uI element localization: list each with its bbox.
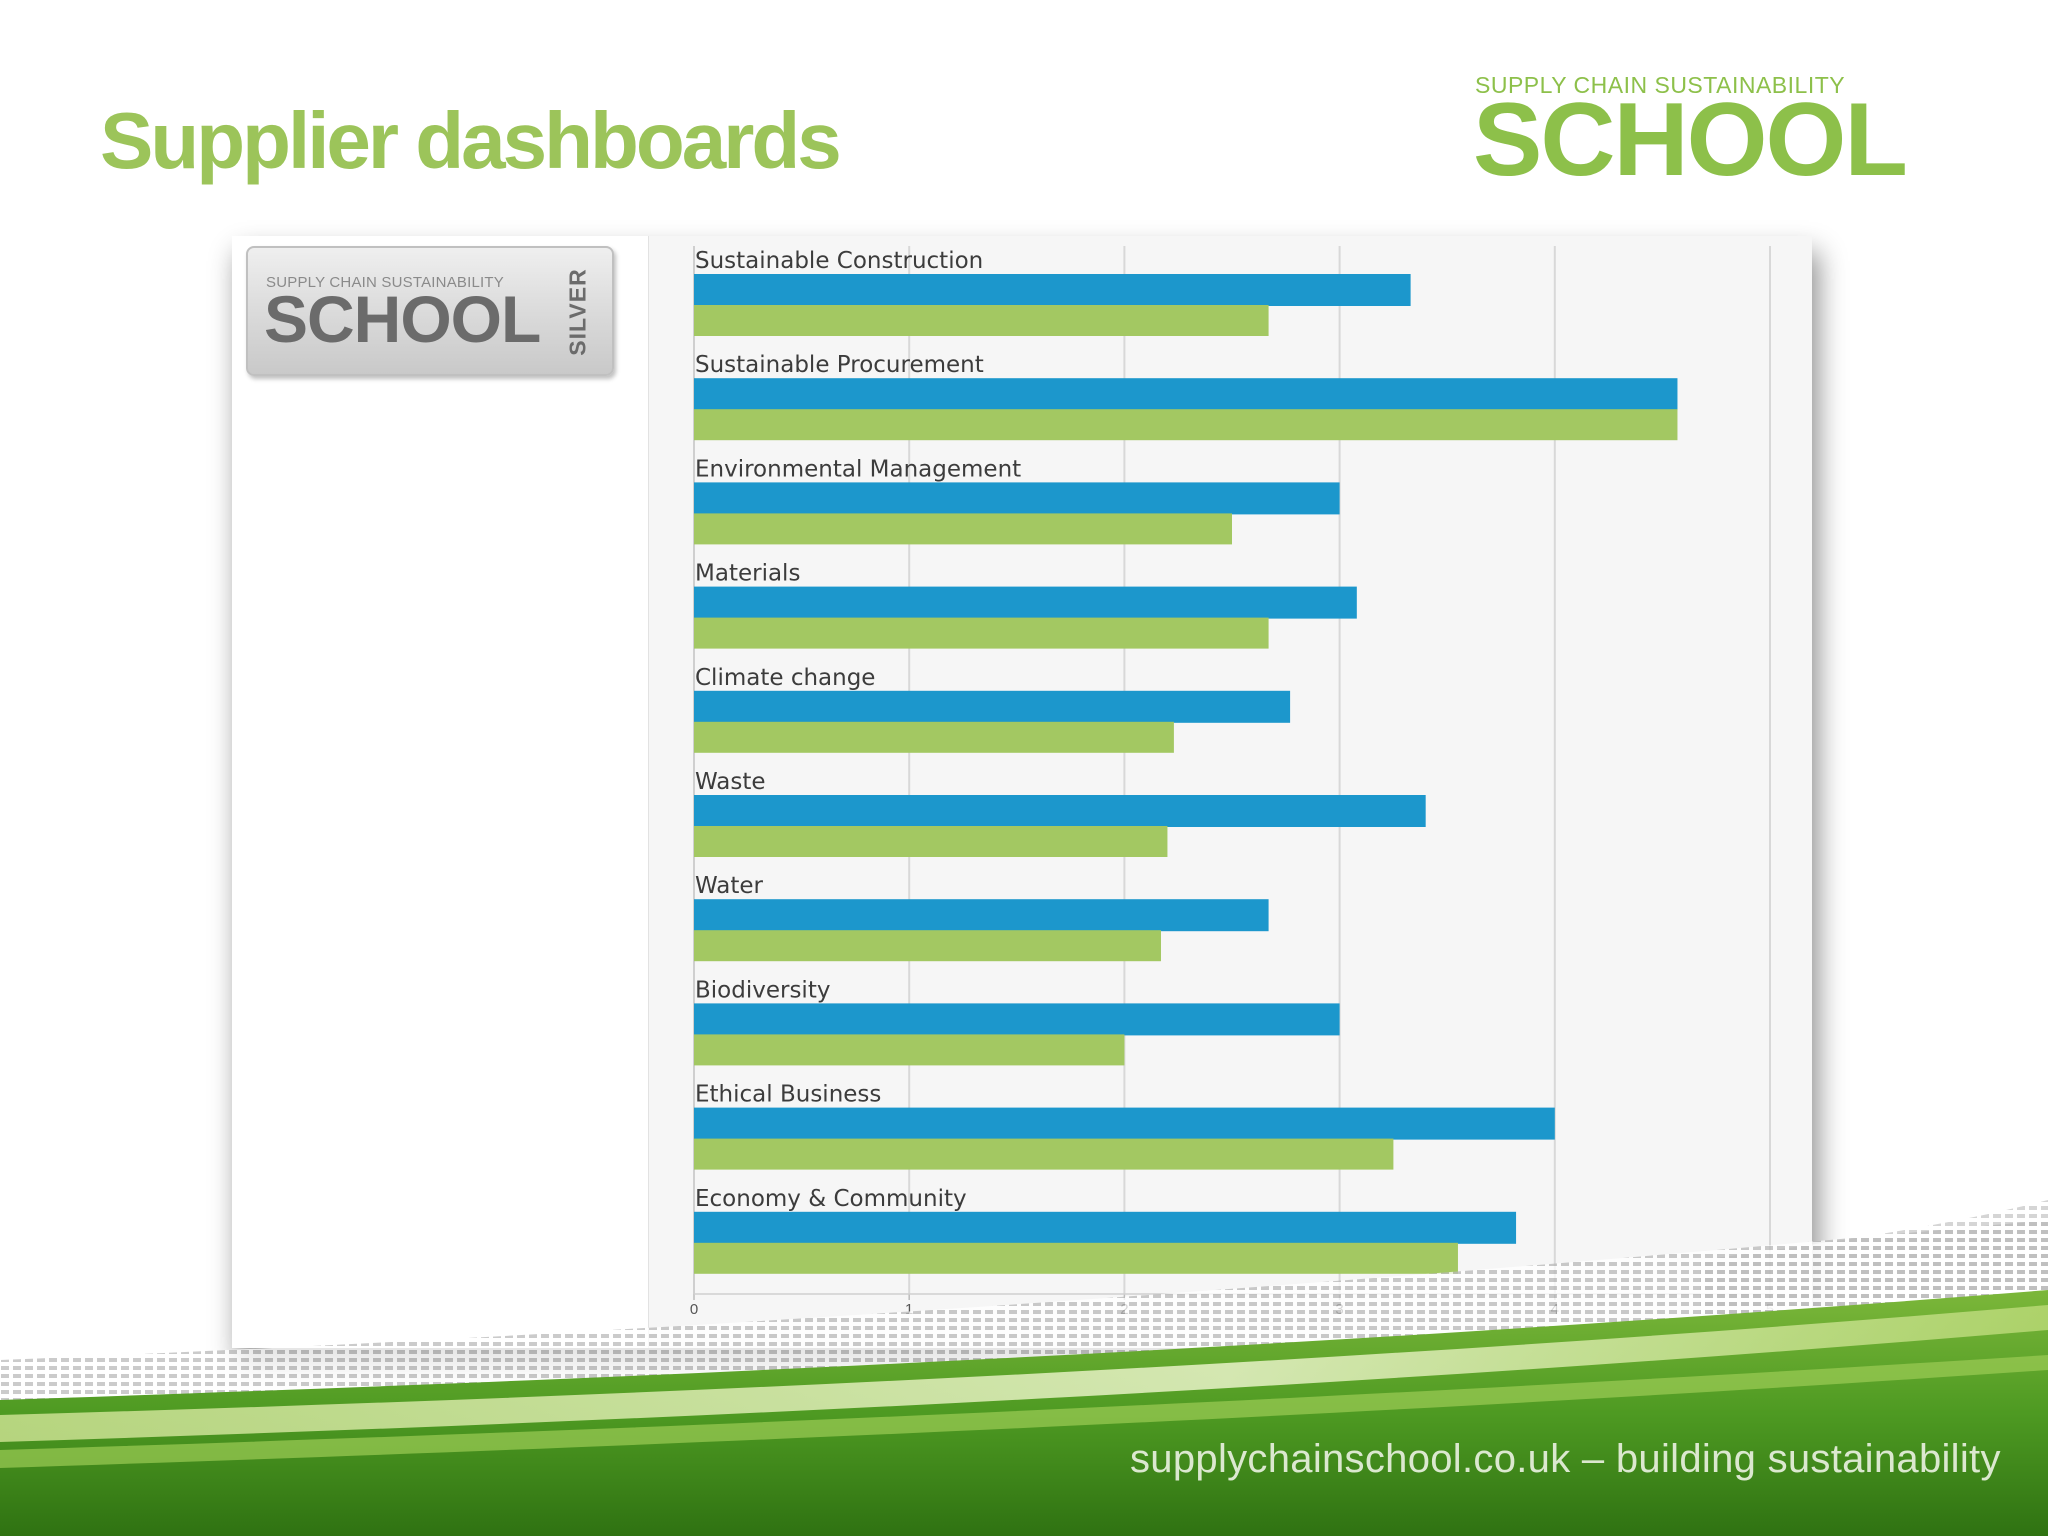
- category-label: Environmental Management: [695, 456, 1021, 482]
- bar: [694, 274, 1411, 306]
- category-label: Economy & Community: [695, 1186, 967, 1212]
- bar: [694, 1107, 1555, 1140]
- category-label: Sustainable Construction: [695, 248, 983, 274]
- bar: [694, 586, 1357, 619]
- category-label: Ethical Business: [695, 1082, 881, 1108]
- category-label: Biodiversity: [695, 977, 830, 1003]
- badge-tagline: SUPPLY CHAIN SUSTAINABILITY: [266, 274, 504, 291]
- bar: [694, 1034, 1125, 1066]
- bar: [694, 721, 1174, 753]
- category-label: Sustainable Procurement: [695, 352, 984, 378]
- category-label: Water: [695, 873, 764, 899]
- category-label: Climate change: [695, 665, 875, 691]
- bar: [694, 930, 1161, 962]
- footer-tagline: supplychainschool.co.uk – building susta…: [1130, 1437, 2001, 1481]
- x-tick-label: 0: [690, 1301, 698, 1318]
- dashboard-panel: SUPPLY CHAIN SUSTAINABILITY SCHOOL SILVE…: [232, 236, 1812, 1348]
- badge-wordmark: SCHOOL: [264, 282, 541, 356]
- bar: [694, 899, 1269, 932]
- sustainability-bar-chart: 012345Sustainable ConstructionSustainabl…: [690, 246, 1774, 1318]
- bar: [694, 690, 1291, 723]
- bar: [694, 826, 1168, 857]
- logo-wordmark: SCHOOL: [1473, 82, 1908, 198]
- bar: [694, 1138, 1394, 1170]
- bar: [694, 1211, 1517, 1244]
- bar: [694, 482, 1340, 515]
- category-label: Materials: [695, 561, 800, 587]
- bar: [694, 1242, 1458, 1274]
- bar: [694, 617, 1269, 649]
- bar: [694, 378, 1678, 411]
- bar: [694, 305, 1269, 336]
- footer-wave-decoration: [0, 1200, 2048, 1536]
- dashboard-sidebar: SUPPLY CHAIN SUSTAINABILITY SCHOOL SILVE…: [232, 236, 649, 1348]
- supply-chain-school-logo: SUPPLY CHAIN SUSTAINABILITY SCHOOL: [1465, 60, 1965, 210]
- category-label: Waste: [695, 769, 766, 795]
- logo-tagline: SUPPLY CHAIN SUSTAINABILITY: [1475, 72, 1846, 98]
- bar: [694, 513, 1232, 545]
- bar: [694, 409, 1678, 441]
- slide-title: Supplier dashboards: [100, 96, 842, 185]
- bar: [694, 795, 1426, 827]
- x-tick-label: 1: [905, 1301, 913, 1318]
- bar: [694, 1003, 1340, 1036]
- silver-badge: SUPPLY CHAIN SUSTAINABILITY SCHOOL SILVE…: [246, 246, 614, 376]
